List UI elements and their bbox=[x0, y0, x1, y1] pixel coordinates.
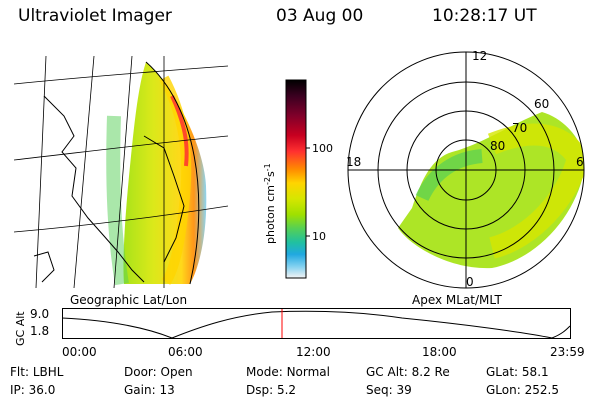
app-title: Ultraviolet Imager bbox=[18, 6, 172, 26]
timeline-xtick-1800: 18:00 bbox=[422, 345, 457, 359]
stat-mode: Mode: Normal bbox=[246, 365, 330, 379]
timeline-ylabel: GC Alt bbox=[14, 311, 27, 346]
lat-label-80: 80 bbox=[490, 139, 505, 153]
colorbar-tick-10: 10 bbox=[312, 230, 326, 243]
stat-glat: GLat: 58.1 bbox=[486, 365, 549, 379]
timeline-xtick-1200: 12:00 bbox=[296, 345, 331, 359]
geographic-map bbox=[14, 56, 228, 288]
lat-lon-grid bbox=[14, 56, 228, 288]
stat-dsp: Dsp: 5.2 bbox=[246, 383, 297, 397]
timeline-xtick-0600: 06:00 bbox=[168, 345, 203, 359]
polar-plot: 12 18 6 0 60 70 80 bbox=[346, 49, 585, 289]
stat-seq: Seq: 39 bbox=[366, 383, 412, 397]
coastline bbox=[33, 95, 185, 283]
stat-gain: Gain: 13 bbox=[124, 383, 175, 397]
mlt-label-12: 12 bbox=[472, 49, 487, 63]
mlt-label-0: 0 bbox=[466, 275, 474, 289]
orbit-altitude-curve bbox=[62, 310, 571, 339]
stat-flt: Flt: LBHL bbox=[10, 365, 64, 379]
timeline-xtick-0000: 00:00 bbox=[62, 345, 97, 359]
timeline-ytick-high: 9.0 bbox=[30, 307, 50, 321]
left-panel-caption: Geographic Lat/Lon bbox=[70, 293, 188, 307]
timeline-ytick-low: 1.8 bbox=[30, 324, 50, 338]
stat-gc-alt: GC Alt: 8.2 Re bbox=[366, 365, 450, 379]
right-panel-caption: Apex MLat/MLT bbox=[412, 293, 502, 307]
header-date: 03 Aug 00 bbox=[276, 6, 364, 26]
colorbar-label: photon cm-2s-1 bbox=[263, 163, 277, 244]
header-time: 10:28:17 UT bbox=[432, 6, 537, 26]
mlt-label-6: 6 bbox=[576, 155, 584, 169]
lat-label-70: 70 bbox=[512, 121, 527, 135]
colorbar-scale bbox=[285, 79, 307, 279]
timeline-xtick-2359: 23:59 bbox=[550, 345, 585, 359]
timeline-plot bbox=[62, 308, 571, 339]
mlt-label-18: 18 bbox=[346, 155, 361, 169]
colorbar: 100 10 photon cm-2s-1 bbox=[263, 79, 333, 279]
colorbar-tick-100: 100 bbox=[312, 142, 333, 155]
stat-ip: IP: 36.0 bbox=[10, 383, 56, 397]
stat-glon: GLon: 252.5 bbox=[486, 383, 559, 397]
lat-label-60: 60 bbox=[534, 97, 549, 111]
aurora-emission-left bbox=[123, 62, 207, 284]
stat-door: Door: Open bbox=[124, 365, 193, 379]
